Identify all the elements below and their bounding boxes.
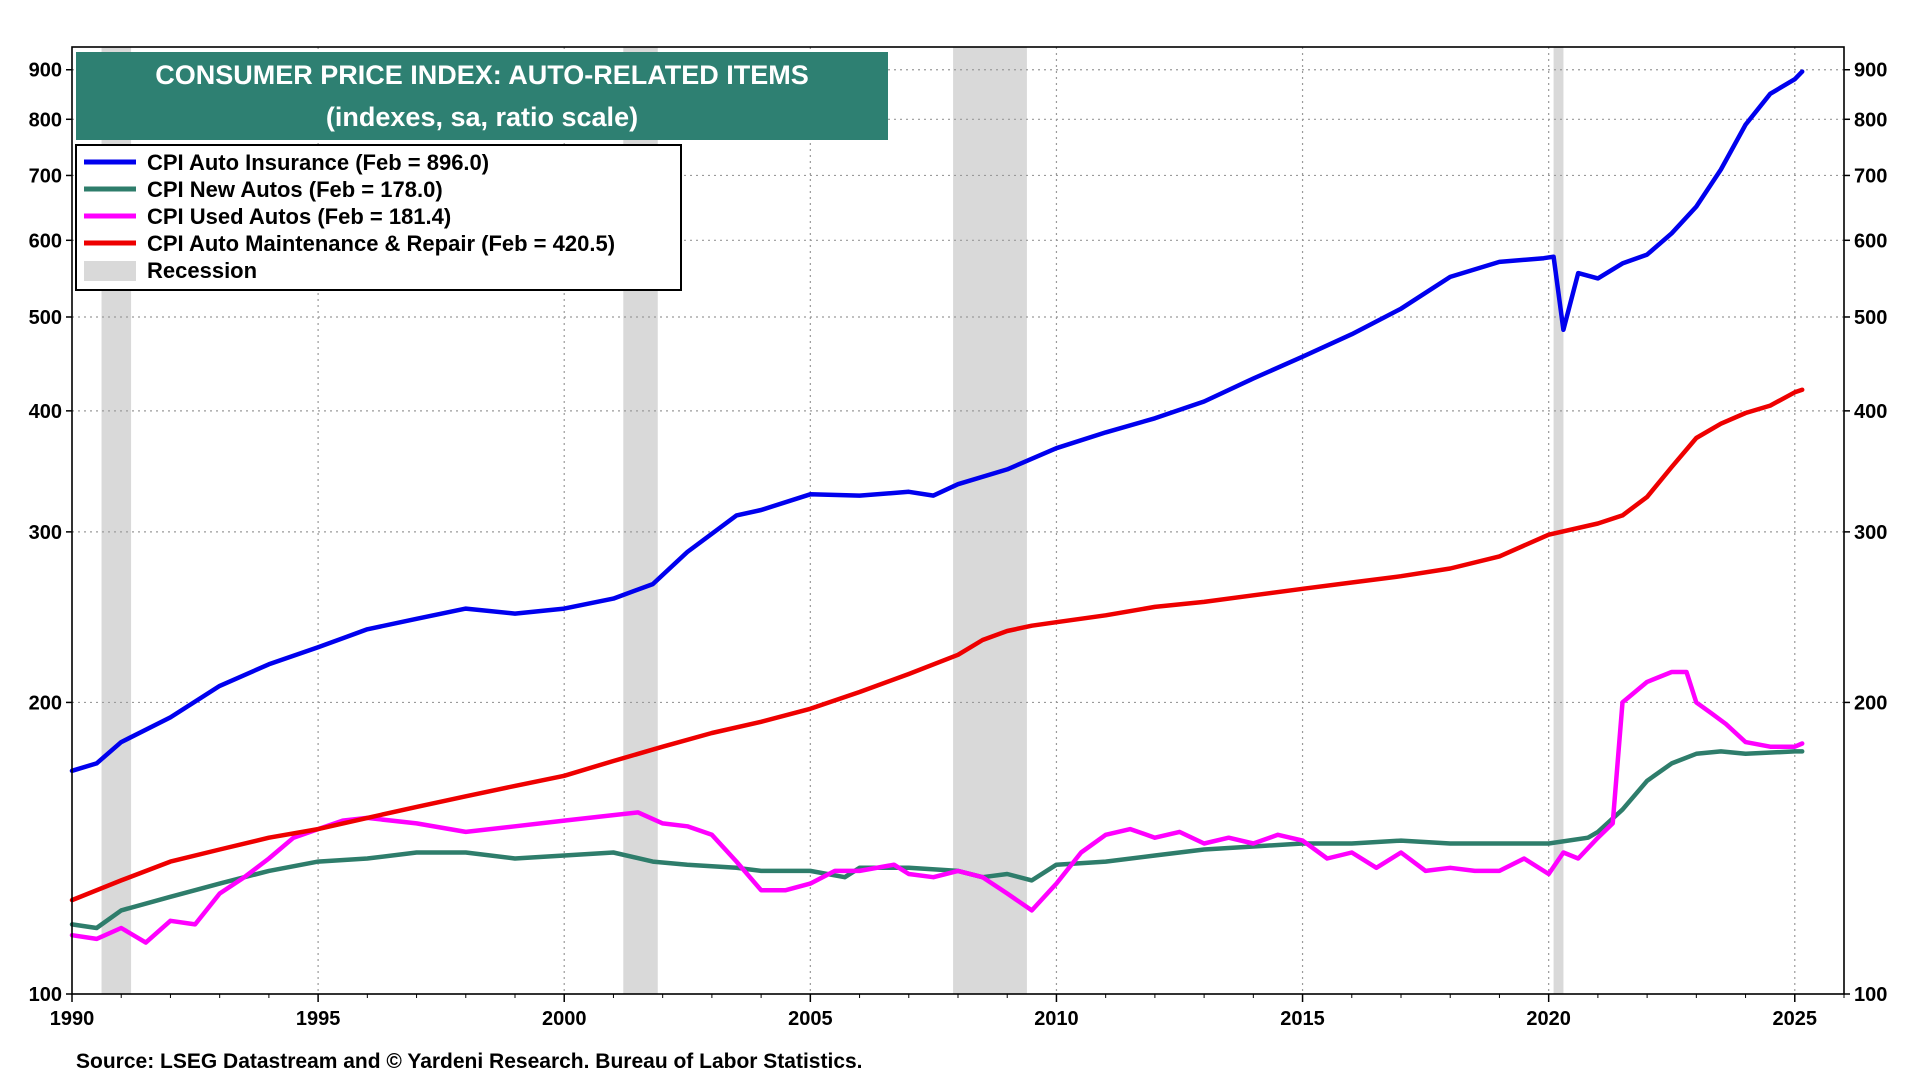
y-axis-right: 100 200 300 400 500 600 700 800 900 — [1844, 60, 1887, 1006]
y-tick-label-left: 200 — [29, 692, 62, 714]
legend-label-recession: Recession — [147, 258, 257, 283]
legend-label-auto-insurance: CPI Auto Insurance (Feb = 896.0) — [147, 150, 489, 175]
y-tick-label-right: 500 — [1854, 307, 1887, 329]
y-tick-label-left: 100 — [29, 984, 62, 1006]
y-tick-label-right: 800 — [1854, 109, 1887, 131]
y-tick-label-right: 900 — [1854, 60, 1887, 82]
y-tick-label-left: 300 — [29, 522, 62, 544]
legend-box — [75, 144, 682, 291]
y-tick-label-left: 600 — [29, 230, 62, 252]
legend: CPI Auto Insurance (Feb = 896.0) CPI New… — [75, 144, 682, 291]
series-line-1 — [69, 749, 1805, 931]
legend-swatch-recession — [84, 261, 136, 281]
source-note: Source: LSEG Datastream and © Yardeni Re… — [76, 1050, 863, 1073]
title-box: CONSUMER PRICE INDEX: AUTO-RELATED ITEMS… — [76, 52, 888, 140]
recession-band — [953, 47, 1027, 994]
y-tick-label-right: 400 — [1854, 401, 1887, 423]
x-tick-label: 1995 — [296, 1008, 341, 1030]
x-tick-label: 2005 — [788, 1008, 833, 1030]
y-tick-label-right: 300 — [1854, 522, 1887, 544]
y-tick-label-right: 200 — [1854, 692, 1887, 714]
y-tick-label-right: 600 — [1854, 230, 1887, 252]
y-tick-label-right: 100 — [1854, 984, 1887, 1006]
y-tick-label-left: 700 — [29, 165, 62, 187]
legend-label-used-autos: CPI Used Autos (Feb = 181.4) — [147, 204, 451, 229]
y-axis-left: 100 200 300 400 500 600 700 800 900 — [29, 60, 72, 1006]
y-tick-label-left: 400 — [29, 401, 62, 423]
series-lines — [69, 69, 1805, 945]
x-tick-label: 1990 — [50, 1008, 95, 1030]
x-tick-label: 2025 — [1773, 1008, 1818, 1030]
x-axis: 1990 1995 2000 2005 2010 2015 2020 2025 — [50, 994, 1845, 1030]
chart-title: CONSUMER PRICE INDEX: AUTO-RELATED ITEMS — [155, 60, 809, 90]
y-tick-label-left: 500 — [29, 307, 62, 329]
x-tick-label: 2010 — [1034, 1008, 1079, 1030]
series-line-3 — [69, 387, 1805, 903]
y-tick-label-left: 900 — [29, 60, 62, 82]
title-background — [76, 52, 888, 140]
recession-band — [1553, 47, 1564, 994]
series-line-0 — [69, 69, 1805, 774]
legend-label-new-autos: CPI New Autos (Feb = 178.0) — [147, 177, 443, 202]
chart-subtitle: (indexes, sa, ratio scale) — [326, 102, 638, 132]
x-tick-label: 2000 — [542, 1008, 587, 1030]
y-tick-label-right: 700 — [1854, 165, 1887, 187]
y-tick-label-left: 800 — [29, 109, 62, 131]
legend-label-maintenance-repair: CPI Auto Maintenance & Repair (Feb = 420… — [147, 231, 615, 256]
x-tick-label: 2020 — [1526, 1008, 1571, 1030]
x-tick-label: 2015 — [1280, 1008, 1325, 1030]
